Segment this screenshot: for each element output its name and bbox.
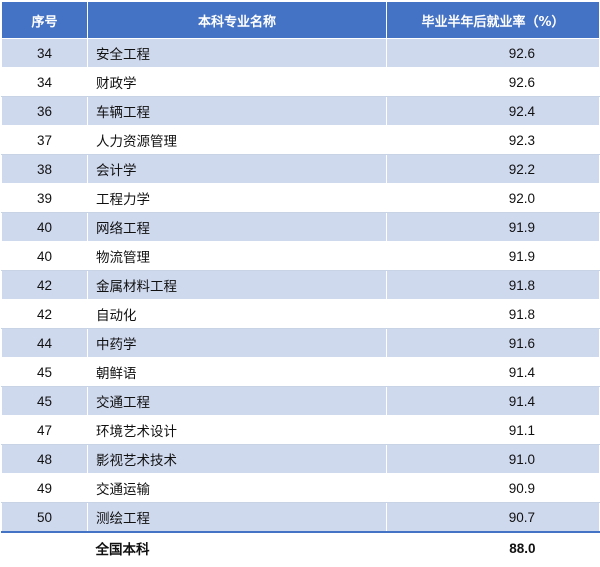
table-row: 48 影视艺术技术 91.0 xyxy=(1,444,600,474)
header-rank: 序号 xyxy=(1,1,88,39)
cell-major: 安全工程 xyxy=(87,38,387,68)
cell-major: 交通工程 xyxy=(87,386,387,416)
table-row: 39 工程力学 92.0 xyxy=(1,183,600,213)
cell-rank: 50 xyxy=(1,502,88,533)
table-row: 49 交通运输 90.9 xyxy=(1,473,600,503)
cell-major: 车辆工程 xyxy=(87,96,387,126)
cell-major: 物流管理 xyxy=(87,241,387,271)
cell-rank: 49 xyxy=(1,473,88,503)
cell-major: 朝鲜语 xyxy=(87,357,387,387)
cell-major: 自动化 xyxy=(87,299,387,329)
cell-rate: 92.3 xyxy=(386,125,600,155)
cell-rate: 91.9 xyxy=(386,241,600,271)
cell-major: 工程力学 xyxy=(87,183,387,213)
table-row: 45 交通工程 91.4 xyxy=(1,386,600,416)
cell-rank: 39 xyxy=(1,183,88,213)
cell-rank: 40 xyxy=(1,241,88,271)
cell-major: 影视艺术技术 xyxy=(87,444,387,474)
footer-rank xyxy=(1,531,88,563)
cell-rank: 40 xyxy=(1,212,88,242)
cell-major: 会计学 xyxy=(87,154,387,184)
cell-rate: 91.1 xyxy=(386,415,600,445)
table-footer: 全国本科 88.0 xyxy=(1,531,600,563)
cell-rate: 91.6 xyxy=(386,328,600,358)
cell-rate: 92.6 xyxy=(386,67,600,97)
cell-rate: 92.6 xyxy=(386,38,600,68)
cell-major: 中药学 xyxy=(87,328,387,358)
table-row: 50 测绘工程 90.7 xyxy=(1,502,600,533)
cell-rank: 34 xyxy=(1,38,88,68)
table-row: 34 财政学 92.6 xyxy=(1,67,600,97)
cell-rank: 37 xyxy=(1,125,88,155)
cell-rank: 47 xyxy=(1,415,88,445)
table-body: 34 安全工程 92.6 34 财政学 92.6 36 车辆工程 92.4 37… xyxy=(1,38,600,533)
cell-rank: 45 xyxy=(1,386,88,416)
cell-rate: 90.9 xyxy=(386,473,600,503)
cell-rate: 92.2 xyxy=(386,154,600,184)
header-rate: 毕业半年后就业率（%） xyxy=(386,1,600,39)
cell-rank: 34 xyxy=(1,67,88,97)
cell-major: 金属材料工程 xyxy=(87,270,387,300)
table-row: 40 网络工程 91.9 xyxy=(1,212,600,242)
table-row: 47 环境艺术设计 91.1 xyxy=(1,415,600,445)
table-row: 34 安全工程 92.6 xyxy=(1,38,600,68)
header-row: 序号 本科专业名称 毕业半年后就业率（%） xyxy=(1,1,600,39)
footer-rate: 88.0 xyxy=(386,531,600,563)
table-row: 42 自动化 91.8 xyxy=(1,299,600,329)
table-row: 45 朝鲜语 91.4 xyxy=(1,357,600,387)
cell-rate: 91.4 xyxy=(386,386,600,416)
cell-rate: 90.7 xyxy=(386,502,600,533)
cell-major: 交通运输 xyxy=(87,473,387,503)
national-average-row: 全国本科 88.0 xyxy=(1,531,600,563)
table-row: 40 物流管理 91.9 xyxy=(1,241,600,271)
cell-rank: 48 xyxy=(1,444,88,474)
table-row: 36 车辆工程 92.4 xyxy=(1,96,600,126)
cell-major: 网络工程 xyxy=(87,212,387,242)
table-row: 42 金属材料工程 91.8 xyxy=(1,270,600,300)
cell-rank: 44 xyxy=(1,328,88,358)
cell-major: 财政学 xyxy=(87,67,387,97)
cell-rate: 91.0 xyxy=(386,444,600,474)
cell-rate: 91.8 xyxy=(386,270,600,300)
cell-rate: 91.9 xyxy=(386,212,600,242)
table-row: 44 中药学 91.6 xyxy=(1,328,600,358)
cell-rank: 38 xyxy=(1,154,88,184)
cell-rate: 92.4 xyxy=(386,96,600,126)
table-row: 37 人力资源管理 92.3 xyxy=(1,125,600,155)
table-header: 序号 本科专业名称 毕业半年后就业率（%） xyxy=(1,1,600,39)
cell-rank: 42 xyxy=(1,299,88,329)
cell-rate: 91.8 xyxy=(386,299,600,329)
cell-rank: 45 xyxy=(1,357,88,387)
cell-rank: 36 xyxy=(1,96,88,126)
table-row: 38 会计学 92.2 xyxy=(1,154,600,184)
cell-major: 测绘工程 xyxy=(87,502,387,533)
footer-major: 全国本科 xyxy=(87,531,387,563)
cell-rate: 92.0 xyxy=(386,183,600,213)
cell-rate: 91.4 xyxy=(386,357,600,387)
cell-major: 人力资源管理 xyxy=(87,125,387,155)
cell-major: 环境艺术设计 xyxy=(87,415,387,445)
cell-rank: 42 xyxy=(1,270,88,300)
header-major: 本科专业名称 xyxy=(87,1,387,39)
